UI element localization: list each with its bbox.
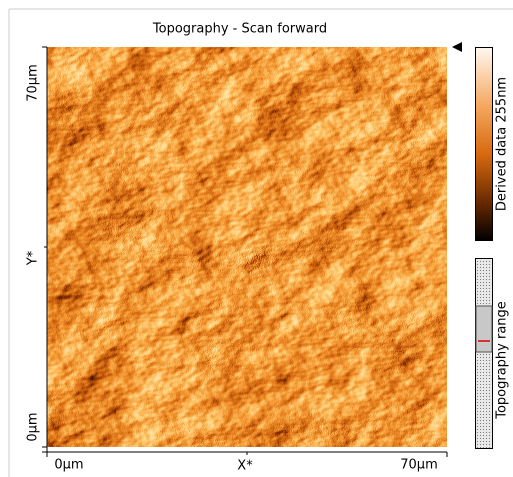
- y-axis-start: 0µm: [26, 412, 41, 441]
- topography-image: [47, 47, 447, 447]
- x-axis-name: X*: [237, 459, 253, 474]
- x-axis-end: 70µm: [400, 458, 437, 473]
- afm-view: Topography - Scan forward 70µm Y* 0µm 0µ…: [0, 0, 513, 477]
- range-marker[interactable]: [452, 42, 462, 52]
- color-bar-label: Derived data 255nm: [495, 77, 510, 211]
- range-bar-label: Topography range: [495, 301, 510, 420]
- page: Topography - Scan forward 70µm Y* 0µm 0µ…: [0, 0, 513, 477]
- color-bar: [476, 48, 493, 241]
- y-axis-end: 70µm: [26, 64, 41, 101]
- x-axis-start: 0µm: [54, 458, 83, 473]
- range-bar[interactable]: [476, 259, 493, 449]
- title: Topography - Scan forward: [152, 22, 327, 37]
- y-axis-name: Y*: [26, 250, 41, 266]
- range-window[interactable]: [476, 306, 492, 352]
